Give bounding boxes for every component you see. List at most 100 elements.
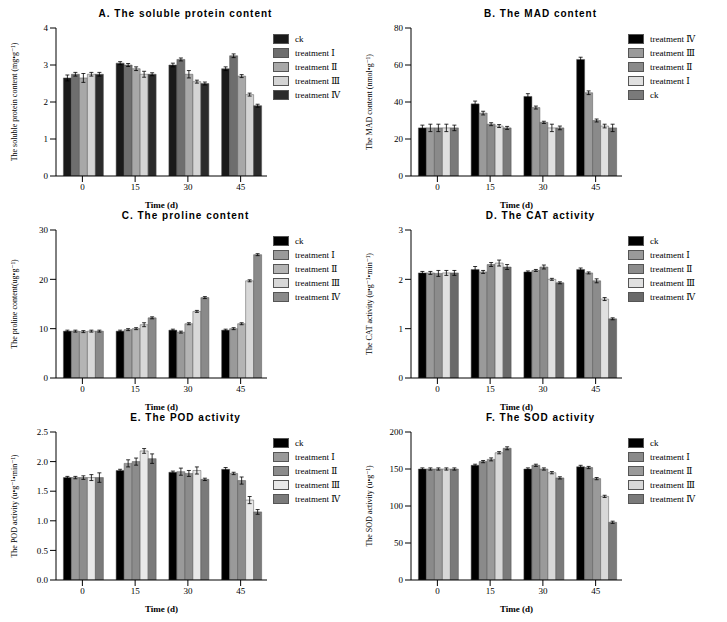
html-text:treatment Ⅲ: treatment Ⅲ: [295, 480, 340, 490]
svg-text:45: 45: [236, 586, 246, 596]
html-text:ck: ck: [295, 438, 304, 448]
svg-text:45: 45: [236, 182, 246, 192]
svg-text:15: 15: [131, 182, 141, 192]
svg-text:The SOD activity (u•g⁻¹): The SOD activity (u•g⁻¹): [365, 465, 374, 547]
html-text:treatment Ⅰ: treatment Ⅰ: [650, 452, 690, 462]
html-text:D. The CAT activity: D. The CAT activity: [485, 210, 596, 221]
html-text:ck: ck: [650, 90, 659, 100]
html-text:treatment Ⅱ: treatment Ⅱ: [650, 264, 693, 274]
svg-text:0: 0: [80, 586, 85, 596]
html-text:treatment Ⅳ: treatment Ⅳ: [650, 292, 696, 302]
html-text:ck: ck: [295, 34, 304, 44]
svg-text:1: 1: [399, 324, 404, 334]
html-text:A. The soluble protein content: A. The soluble protein content: [98, 8, 273, 19]
svg-text:2.5: 2.5: [37, 427, 49, 437]
svg-text:45: 45: [591, 586, 601, 596]
svg-text:30: 30: [538, 182, 548, 192]
svg-text:2: 2: [399, 275, 404, 285]
svg-text:150: 150: [390, 464, 404, 474]
svg-text:1.0: 1.0: [37, 516, 49, 526]
svg-text:The proline content(ug•g⁻¹): The proline content(ug•g⁻¹): [10, 259, 19, 349]
html-text:treatment Ⅱ: treatment Ⅱ: [295, 264, 338, 274]
html-text:C. The proline content: C. The proline content: [121, 210, 250, 221]
svg-text:0: 0: [435, 182, 440, 192]
svg-text:Time (d): Time (d): [145, 402, 178, 412]
html-text:treatment Ⅰ: treatment Ⅰ: [295, 250, 335, 260]
html-text:treatment Ⅳ: treatment Ⅳ: [295, 494, 341, 504]
svg-text:Time (d): Time (d): [500, 402, 533, 412]
html-text:treatment Ⅳ: treatment Ⅳ: [650, 34, 696, 44]
svg-text:30: 30: [538, 586, 548, 596]
svg-text:0: 0: [44, 373, 49, 383]
svg-text:3: 3: [399, 225, 404, 235]
svg-text:30: 30: [183, 586, 193, 596]
svg-text:45: 45: [591, 182, 601, 192]
html-text:B. The MAD content: B. The MAD content: [484, 8, 597, 19]
svg-text:0: 0: [44, 171, 49, 181]
html-text:treatment Ⅲ: treatment Ⅲ: [295, 76, 340, 86]
svg-text:0: 0: [80, 182, 85, 192]
svg-text:30: 30: [183, 182, 193, 192]
svg-text:45: 45: [591, 384, 601, 394]
svg-text:0: 0: [435, 586, 440, 596]
html-text:treatment Ⅲ: treatment Ⅲ: [650, 480, 695, 490]
svg-text:45: 45: [236, 384, 246, 394]
svg-text:10: 10: [39, 324, 49, 334]
svg-text:200: 200: [390, 427, 404, 437]
svg-text:3: 3: [44, 60, 49, 70]
svg-text:15: 15: [131, 586, 141, 596]
svg-text:40: 40: [394, 97, 404, 107]
svg-text:0.5: 0.5: [37, 546, 49, 556]
html-text:treatment Ⅱ: treatment Ⅱ: [650, 466, 693, 476]
svg-text:The MAD content (nmol•g⁻¹): The MAD content (nmol•g⁻¹): [365, 54, 374, 150]
html-text:F. The SOD activity: F. The SOD activity: [486, 412, 595, 423]
svg-text:0: 0: [399, 171, 404, 181]
svg-text:The soluble protein content (m: The soluble protein content (mg•g⁻¹): [10, 42, 19, 161]
html-text:treatment Ⅰ: treatment Ⅰ: [650, 76, 690, 86]
svg-text:4: 4: [44, 23, 49, 33]
html-text:treatment Ⅳ: treatment Ⅳ: [650, 494, 696, 504]
svg-text:15: 15: [486, 182, 496, 192]
html-text:treatment Ⅰ: treatment Ⅰ: [650, 250, 690, 260]
svg-text:20: 20: [394, 134, 404, 144]
svg-text:2: 2: [44, 97, 49, 107]
html-text:treatment Ⅲ: treatment Ⅲ: [295, 278, 340, 288]
svg-text:2.0: 2.0: [37, 457, 49, 467]
html-text:treatment Ⅰ: treatment Ⅰ: [295, 48, 335, 58]
html-text:treatment Ⅱ: treatment Ⅱ: [295, 62, 338, 72]
html-text:treatment Ⅳ: treatment Ⅳ: [295, 292, 341, 302]
svg-text:0: 0: [435, 384, 440, 394]
html-text:ck: ck: [295, 236, 304, 246]
svg-text:Time (d): Time (d): [145, 604, 178, 614]
svg-text:30: 30: [39, 225, 49, 235]
svg-text:15: 15: [486, 384, 496, 394]
svg-text:15: 15: [486, 586, 496, 596]
html-text:ck: ck: [650, 236, 659, 246]
svg-text:20: 20: [39, 275, 49, 285]
html-text:treatment Ⅱ: treatment Ⅱ: [650, 62, 693, 72]
svg-text:1.5: 1.5: [37, 486, 49, 496]
svg-text:Time (d): Time (d): [145, 200, 178, 210]
html-text:treatment Ⅰ: treatment Ⅰ: [295, 452, 335, 462]
svg-text:Time (d): Time (d): [500, 200, 533, 210]
svg-text:The CAT activity (u•g⁻¹•min⁻¹): The CAT activity (u•g⁻¹•min⁻¹): [365, 253, 374, 355]
svg-text:30: 30: [183, 384, 193, 394]
svg-text:100: 100: [390, 501, 404, 511]
svg-text:0: 0: [80, 384, 85, 394]
svg-text:60: 60: [394, 60, 404, 70]
svg-text:80: 80: [394, 23, 404, 33]
svg-text:0.0: 0.0: [37, 575, 49, 585]
html-text:treatment Ⅲ: treatment Ⅲ: [650, 48, 695, 58]
svg-text:50: 50: [394, 538, 404, 548]
svg-text:15: 15: [131, 384, 141, 394]
svg-text:0: 0: [399, 373, 404, 383]
svg-text:The POD activity (u•g⁻¹•min⁻¹): The POD activity (u•g⁻¹•min⁻¹): [10, 454, 19, 557]
svg-text:30: 30: [538, 384, 548, 394]
svg-text:0: 0: [399, 575, 404, 585]
html-text:E. The POD activity: E. The POD activity: [130, 412, 241, 423]
svg-text:Time (d): Time (d): [500, 604, 533, 614]
svg-text:1: 1: [44, 134, 49, 144]
html-text:treatment Ⅱ: treatment Ⅱ: [295, 466, 338, 476]
html-text:treatment Ⅲ: treatment Ⅲ: [650, 278, 695, 288]
html-text:treatment Ⅳ: treatment Ⅳ: [295, 90, 341, 100]
